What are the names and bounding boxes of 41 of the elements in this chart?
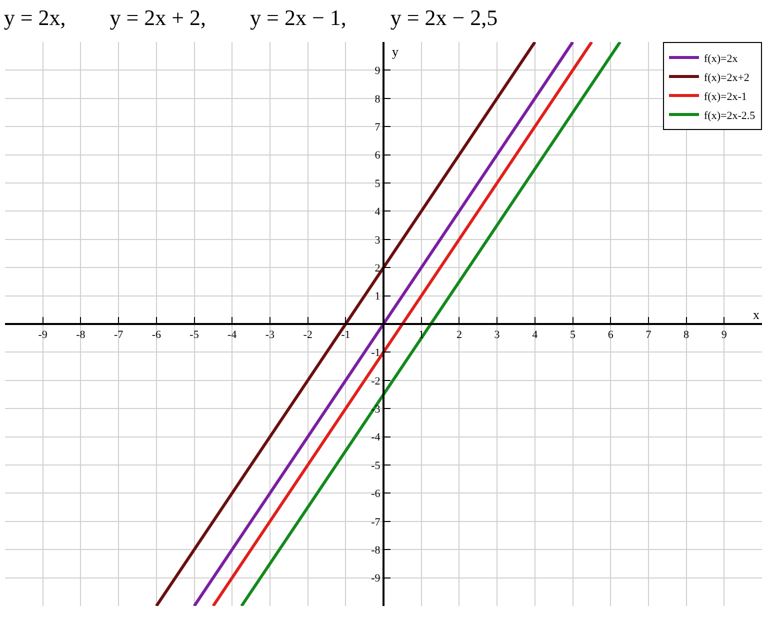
x-axis-title: x — [753, 307, 760, 322]
y-axis-title: y — [392, 44, 399, 59]
y-tick-label: -5 — [371, 460, 381, 472]
legend-label: f(x)=2x-1 — [704, 90, 747, 103]
y-tick-label: -4 — [371, 432, 381, 444]
y-tick-label: 1 — [374, 290, 380, 303]
y-tick-label: 7 — [374, 121, 381, 134]
x-tick-label: 9 — [721, 329, 728, 342]
legend-label: f(x)=2x+2 — [704, 72, 750, 84]
x-tick-label: -2 — [303, 329, 312, 342]
x-tick-label: -8 — [76, 329, 86, 342]
x-tick-label: 7 — [646, 329, 652, 342]
x-tick-label: -5 — [190, 329, 200, 342]
x-tick-label: 6 — [608, 329, 614, 342]
y-tick-label: 3 — [374, 234, 381, 246]
y-tick-label: -9 — [371, 572, 381, 585]
x-tick-label: 4 — [532, 329, 538, 342]
y-tick-label: 8 — [374, 93, 381, 106]
y-tick-label: 5 — [374, 178, 381, 190]
x-tick-label: 2 — [456, 329, 462, 342]
x-tick-label: -1 — [341, 329, 350, 342]
y-tick-label: 2 — [374, 262, 380, 274]
legend-label: f(x)=2x-2.5 — [704, 110, 756, 122]
x-tick-label: -6 — [152, 329, 162, 342]
x-tick-label: -9 — [38, 329, 48, 342]
y-tick-label: 6 — [374, 150, 381, 162]
x-tick-label: 8 — [684, 329, 690, 342]
x-tick-label: -7 — [114, 329, 124, 342]
y-tick-label: -6 — [371, 488, 381, 500]
x-tick-label: -3 — [265, 329, 276, 342]
y-tick-label: 4 — [374, 206, 381, 218]
y-tick-label: -2 — [371, 375, 380, 388]
y-tick-label: -1 — [371, 347, 380, 360]
x-tick-label: 5 — [570, 329, 576, 342]
x-tick-label: -4 — [228, 329, 238, 342]
y-tick-label: 9 — [374, 65, 381, 78]
y-tick-label: -8 — [371, 544, 381, 556]
x-tick-label: 3 — [494, 329, 500, 342]
legend-label: f(x)=2x — [704, 52, 738, 65]
chart-title: y = 2x, y = 2x + 2, y = 2x − 1, y = 2x − 2,5 — [4, 4, 498, 30]
y-tick-label: -7 — [371, 516, 381, 528]
